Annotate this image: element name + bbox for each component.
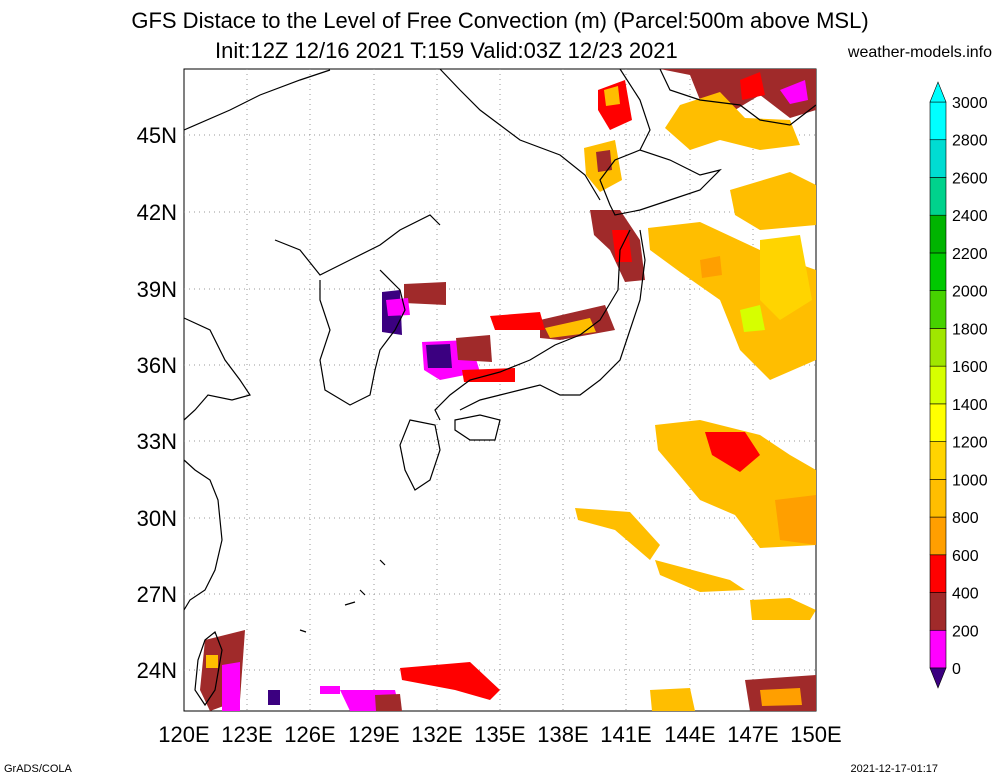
lon-axis: 120E 123E 126E 129E 132E 135E 138E 141E … (158, 722, 841, 747)
coastlines (183, 68, 817, 707)
colorbar-segment (929, 365, 947, 405)
colorbar-segment (929, 290, 947, 329)
colorbar-label: 0 (952, 661, 961, 678)
colorbar-max-arrow (929, 81, 947, 103)
colorbar-segment (929, 214, 947, 254)
lon-label: 120E (158, 722, 209, 747)
gridlines (184, 69, 816, 711)
colorbar-segment (929, 177, 947, 216)
site-credit: weather-models.info (847, 44, 992, 61)
colorbar-label: 600 (952, 548, 979, 565)
lon-label: 123E (221, 722, 272, 747)
lat-label: 33N (137, 429, 177, 454)
colorbar-segment (929, 252, 947, 291)
lat-label: 27N (137, 582, 177, 607)
generation-timestamp: 2021-12-17-01:17 (850, 763, 938, 775)
colorbar-segment (929, 592, 947, 631)
lat-label: 30N (137, 506, 177, 531)
colorbar-segment (929, 629, 947, 669)
colorbar-label: 2800 (952, 133, 988, 150)
software-credit: GrADS/COLA (4, 763, 72, 775)
colorbar-label: 2000 (952, 284, 988, 301)
colorbar-label: 200 (952, 623, 979, 640)
colorbar-label: 2400 (952, 208, 988, 225)
colorbar-label: 1400 (952, 397, 988, 414)
lon-label: 135E (474, 722, 525, 747)
colorbar-label: 1800 (952, 321, 988, 338)
lat-label: 39N (137, 277, 177, 302)
colorbar-label: 2600 (952, 170, 988, 187)
colorbar-label: 1000 (952, 472, 988, 489)
colorbar-segment (929, 139, 947, 178)
lon-label: 132E (411, 722, 462, 747)
lon-label: 126E (284, 722, 335, 747)
lat-label: 24N (137, 658, 177, 683)
lat-axis: 45N 42N 39N 36N 33N 30N 27N 24N (137, 123, 177, 683)
lon-label: 141E (600, 722, 651, 747)
colorbar-label: 1600 (952, 359, 988, 376)
colorbar-segment (929, 441, 947, 480)
lat-label: 42N (137, 200, 177, 225)
colorbar-label: 3000 (952, 95, 988, 112)
colorbar-segment (929, 403, 947, 442)
lat-label: 45N (137, 123, 177, 148)
colorbar: 0 200 400 600 800 1000 1200 1400 1600 1800 2000 220… (929, 81, 988, 689)
colorbar-segment (929, 328, 947, 367)
lon-label: 129E (348, 722, 399, 747)
colorbar-segment (929, 479, 947, 518)
lon-label: 138E (537, 722, 588, 747)
map-title: GFS Distace to the Level of Free Convect… (131, 8, 869, 33)
lat-label: 36N (137, 353, 177, 378)
colorbar-segment (929, 516, 947, 556)
lon-label: 150E (790, 722, 841, 747)
colorbar-segment (929, 101, 947, 141)
colorbar-label: 800 (952, 510, 979, 527)
colorbar-label: 2200 (952, 246, 988, 263)
colorbar-min-arrow (929, 667, 947, 689)
colorbar-label: 1200 (952, 435, 988, 452)
colorbar-segment (929, 554, 947, 593)
lon-label: 144E (664, 722, 715, 747)
colorbar-label: 400 (952, 586, 979, 603)
lon-label: 147E (727, 722, 778, 747)
map-subtitle: Init:12Z 12/16 2021 T:159 Valid:03Z 12/2… (215, 38, 678, 63)
lfc-field (200, 69, 816, 711)
